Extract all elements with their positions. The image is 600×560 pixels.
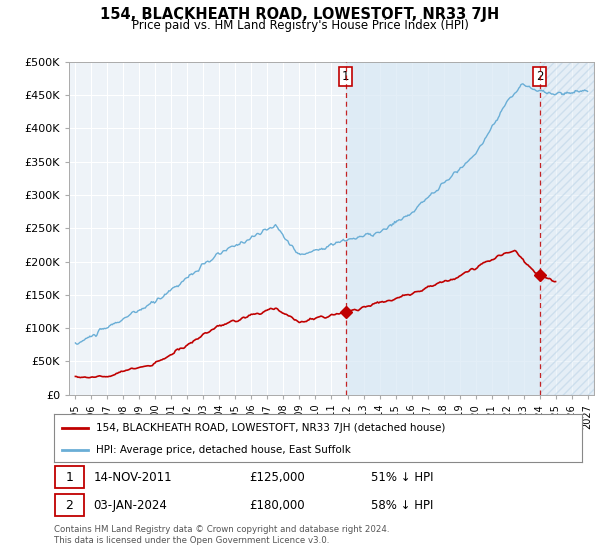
Text: £125,000: £125,000 bbox=[250, 470, 305, 484]
Text: 154, BLACKHEATH ROAD, LOWESTOFT, NR33 7JH: 154, BLACKHEATH ROAD, LOWESTOFT, NR33 7J… bbox=[100, 7, 500, 22]
Bar bbox=[346, 62, 540, 395]
FancyBboxPatch shape bbox=[55, 466, 84, 488]
Text: 51% ↓ HPI: 51% ↓ HPI bbox=[371, 470, 433, 484]
Text: 58% ↓ HPI: 58% ↓ HPI bbox=[371, 498, 433, 512]
Text: 2: 2 bbox=[536, 69, 544, 82]
Text: 03-JAN-2024: 03-JAN-2024 bbox=[94, 498, 167, 512]
Text: HPI: Average price, detached house, East Suffolk: HPI: Average price, detached house, East… bbox=[96, 445, 351, 455]
Text: £180,000: £180,000 bbox=[250, 498, 305, 512]
Text: Price paid vs. HM Land Registry's House Price Index (HPI): Price paid vs. HM Land Registry's House … bbox=[131, 19, 469, 32]
Text: 1: 1 bbox=[342, 69, 349, 82]
Text: 2: 2 bbox=[65, 498, 73, 512]
Bar bbox=[540, 62, 594, 395]
Text: Contains HM Land Registry data © Crown copyright and database right 2024.
This d: Contains HM Land Registry data © Crown c… bbox=[54, 525, 389, 545]
Text: 1: 1 bbox=[65, 470, 73, 484]
Text: 154, BLACKHEATH ROAD, LOWESTOFT, NR33 7JH (detached house): 154, BLACKHEATH ROAD, LOWESTOFT, NR33 7J… bbox=[96, 423, 446, 433]
FancyBboxPatch shape bbox=[55, 494, 84, 516]
Text: 14-NOV-2011: 14-NOV-2011 bbox=[94, 470, 172, 484]
